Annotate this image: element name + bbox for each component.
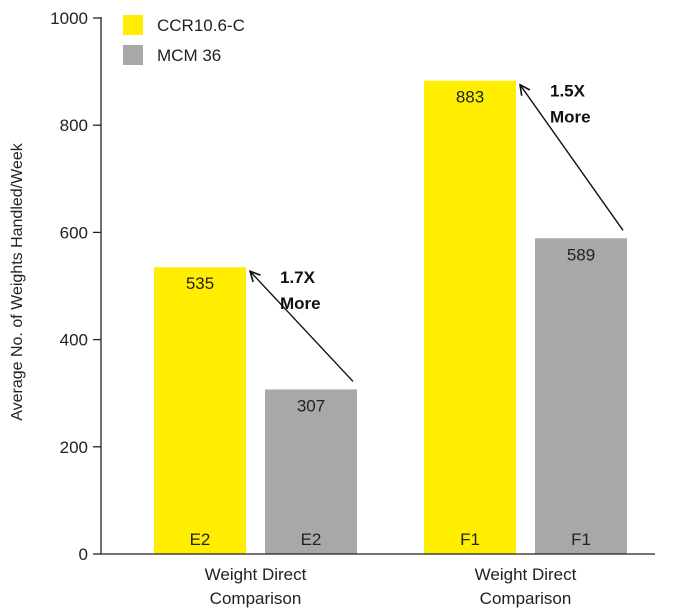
x-category-label: Weight Direct bbox=[475, 565, 577, 584]
annotation-more: More bbox=[550, 108, 591, 127]
x-axis: Weight Direct Comparison Weight Direct Comp… bbox=[101, 553, 655, 608]
y-tick-label: 800 bbox=[60, 116, 88, 135]
bar-value-label: 589 bbox=[567, 245, 595, 264]
y-tick-label: 600 bbox=[60, 223, 88, 242]
y-axis-title: Average No. of Weights Handled/Week bbox=[9, 142, 26, 420]
bars: 535 E2 883 F1 307 E2 589 F1 bbox=[154, 80, 627, 554]
annotations: 1.7X More 1.5X More bbox=[250, 82, 624, 382]
comparison-arrow bbox=[520, 85, 624, 231]
annotation-more: More bbox=[280, 294, 321, 313]
x-category-label: Comparison bbox=[210, 589, 302, 608]
legend: CCR10.6-C MCM 36 bbox=[123, 15, 245, 65]
bar-value-label: 535 bbox=[186, 274, 214, 293]
bar bbox=[154, 267, 246, 554]
y-axis: 0 200 400 600 800 1000 bbox=[50, 9, 102, 564]
comparison-arrow bbox=[250, 271, 354, 382]
bar bbox=[265, 389, 357, 554]
annotation-ratio: 1.5X bbox=[550, 82, 586, 101]
bar-base-label: F1 bbox=[460, 530, 480, 549]
bar-base-label: F1 bbox=[571, 530, 591, 549]
legend-label-ccr: CCR10.6-C bbox=[157, 16, 245, 35]
x-category-label: Weight Direct bbox=[205, 565, 307, 584]
bar-value-label: 307 bbox=[297, 396, 325, 415]
annotation-ratio: 1.7X bbox=[280, 268, 316, 287]
bar bbox=[424, 80, 516, 554]
legend-swatch-mcm bbox=[123, 45, 143, 65]
bar-value-label: 883 bbox=[456, 88, 484, 107]
bar bbox=[535, 238, 627, 554]
legend-swatch-ccr bbox=[123, 15, 143, 35]
x-category-label: Comparison bbox=[480, 589, 572, 608]
y-tick-label: 200 bbox=[60, 438, 88, 457]
y-tick-label: 1000 bbox=[50, 9, 88, 28]
legend-label-mcm: MCM 36 bbox=[157, 46, 221, 65]
bar-base-label: E2 bbox=[301, 530, 322, 549]
y-tick-label: 0 bbox=[79, 545, 88, 564]
bar-base-label: E2 bbox=[190, 530, 211, 549]
y-tick-label: 400 bbox=[60, 331, 88, 350]
